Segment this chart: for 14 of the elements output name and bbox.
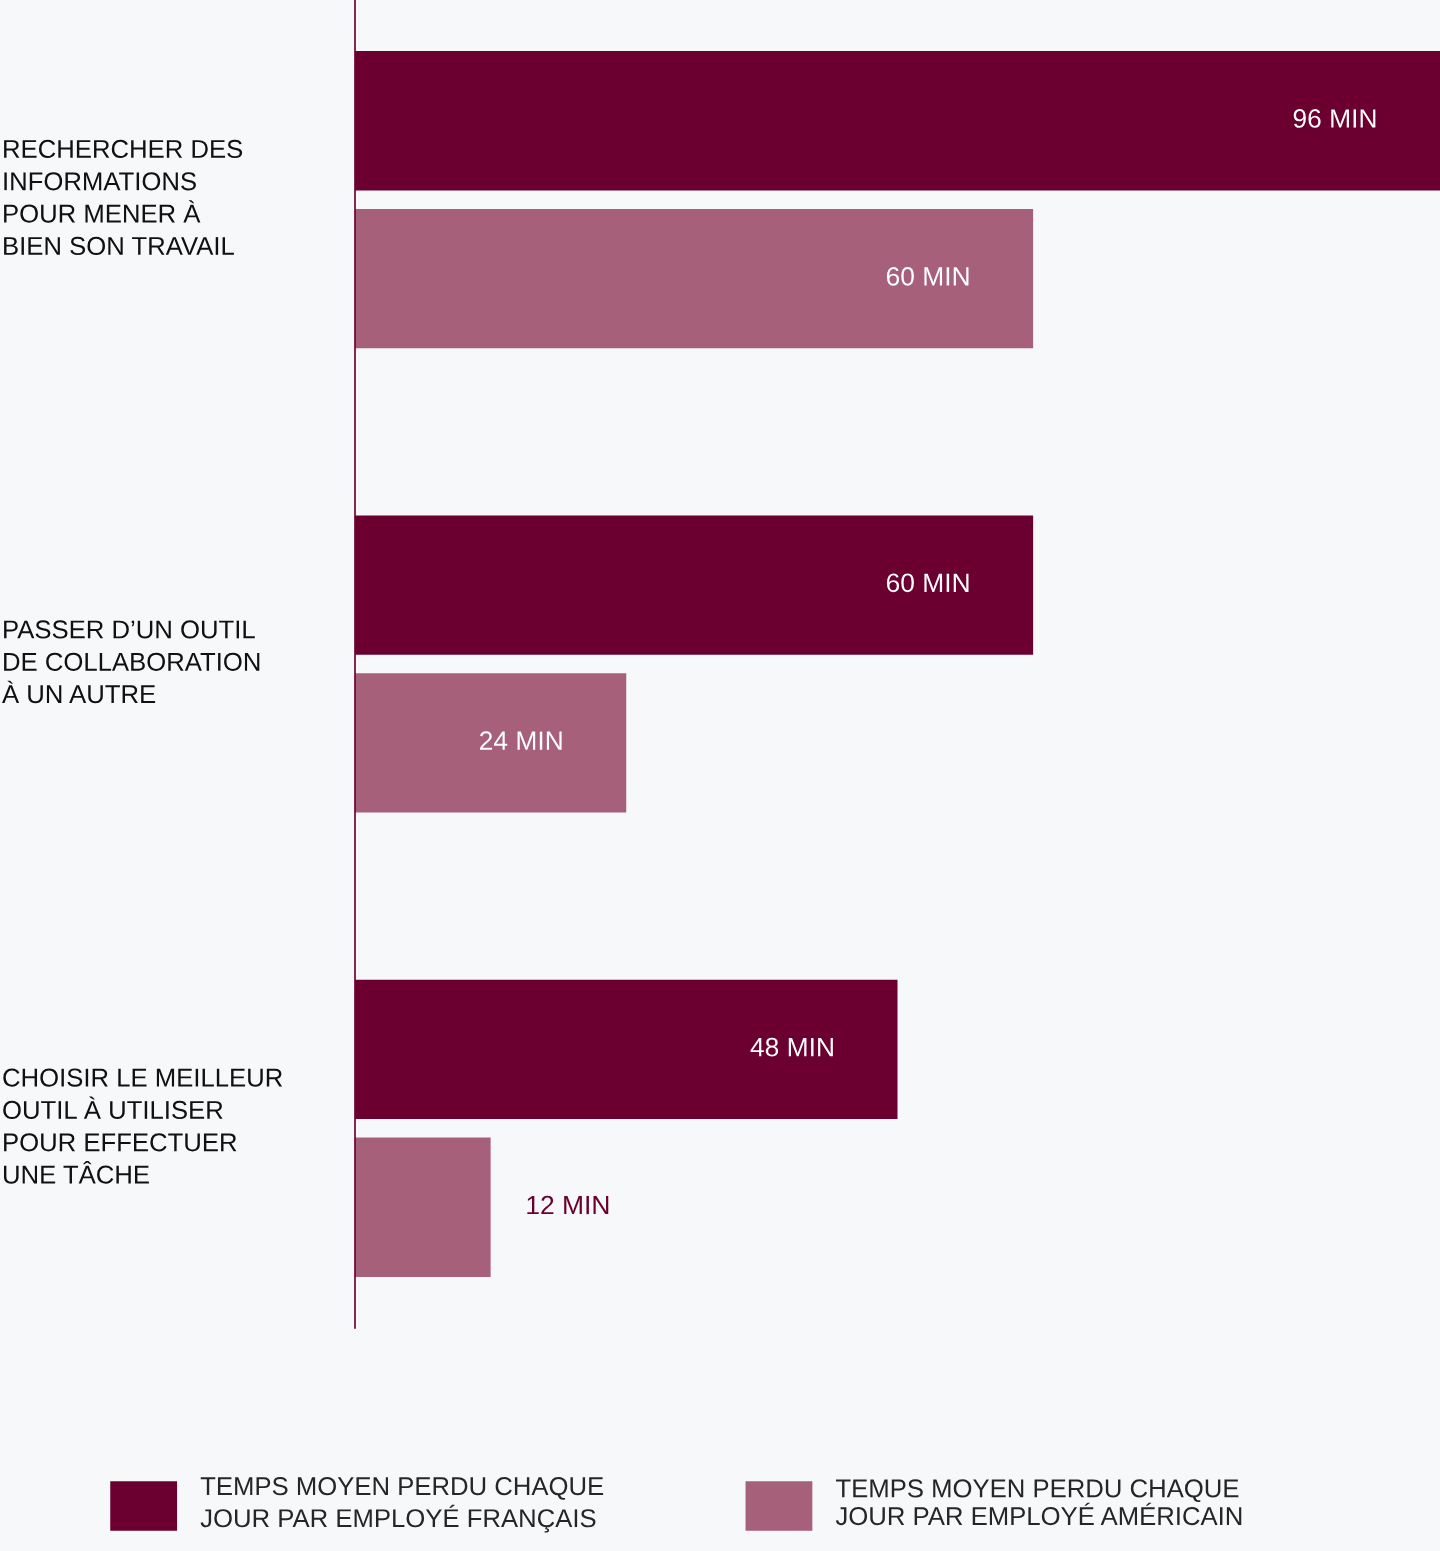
data-label: 96 MIN	[1293, 109, 1376, 128]
data-label: 60 MIN	[886, 573, 969, 593]
y-tick-label: CHOISIR LE MEILLEUR OUTIL À UTILISER POUR EFFECTUER UNE TÂCHE	[3, 1068, 283, 1184]
bar	[355, 673, 627, 813]
bar	[355, 1137, 491, 1277]
bar	[355, 208, 1034, 349]
y-tick-label: RECHERCHER DES INFORMATIONS POUR MENER À BIEN SON TRAVAIL	[4, 139, 243, 256]
legend-label: TEMPS MOYEN PERDU CHAQUE JOUR PAR EMPLOYÉ AMÉRICAIN	[835, 1479, 1242, 1526]
data-label: 12 MIN	[527, 1195, 609, 1215]
data-label: 60 MIN	[886, 267, 969, 286]
data-label: 48 MIN	[750, 1037, 833, 1057]
legend-label: TEMPS MOYEN PERDU CHAQUE JOUR PAR EMPLOYÉ FRANÇAIS	[200, 1477, 604, 1533]
data-label: 24 MIN	[480, 731, 562, 750]
y-tick-label: PASSER D’UN OUTIL DE COLLABORATION À UN AUTRE	[2, 620, 260, 704]
